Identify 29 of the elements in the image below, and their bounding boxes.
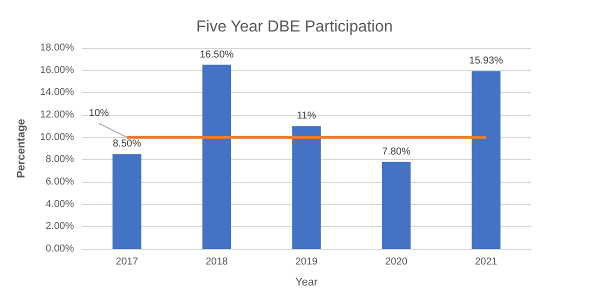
- chart-title: Five Year DBE Participation: [196, 18, 393, 36]
- y-tick-label: 18.00%: [40, 42, 74, 54]
- x-tick-label: 2018: [206, 256, 228, 268]
- bar: [112, 154, 142, 249]
- x-tick-label: 2017: [116, 256, 138, 268]
- bar: [202, 64, 232, 249]
- y-tick-label: 8.00%: [46, 154, 74, 166]
- bar: [382, 162, 411, 249]
- y-tick-label: 4.00%: [46, 198, 74, 210]
- data-label: 16.50%: [200, 49, 234, 60]
- y-tick-label: 16.00%: [40, 64, 74, 76]
- bar: [472, 71, 500, 249]
- y-tick-label: 12.00%: [40, 110, 74, 120]
- y-tick-label: 10.00%: [40, 132, 74, 143]
- y-axis-title: Percentage: [16, 118, 28, 178]
- x-axis-title: Year: [295, 276, 318, 288]
- data-label: 15.93%: [469, 56, 504, 67]
- data-label: 8.50%: [112, 138, 142, 150]
- data-label: 11%: [296, 110, 316, 122]
- y-tick-label: 6.00%: [46, 176, 74, 188]
- x-tick-label: 2019: [295, 256, 318, 268]
- x-tick-label: 2020: [385, 256, 408, 268]
- x-tick-label: 2021: [474, 256, 498, 268]
- data-label: 7.80%: [382, 146, 411, 158]
- y-tick-label: 14.00%: [40, 87, 74, 98]
- y-tick-label: 0.00%: [46, 244, 74, 254]
- y-tick-label: 2.00%: [46, 221, 74, 232]
- data-label: 10%: [88, 108, 110, 119]
- bar: [292, 126, 321, 249]
